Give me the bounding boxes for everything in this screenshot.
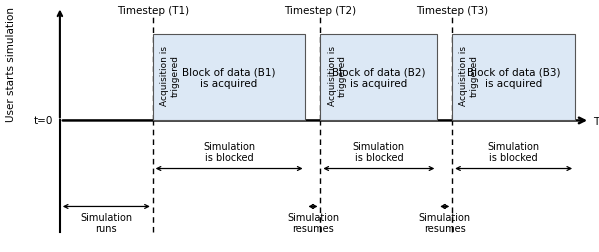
Text: t=0: t=0 <box>34 116 53 126</box>
Text: Simulation
is blocked: Simulation is blocked <box>488 141 540 163</box>
Bar <box>452 35 575 121</box>
Text: Acquisition is
triggered: Acquisition is triggered <box>459 46 479 106</box>
Text: User starts simulation: User starts simulation <box>6 7 16 121</box>
Text: Acquisition is
triggered: Acquisition is triggered <box>160 46 179 106</box>
Text: Time (t): Time (t) <box>593 116 599 126</box>
Text: Timestep (T3): Timestep (T3) <box>416 6 488 16</box>
Text: Simulation
runs: Simulation runs <box>80 212 132 233</box>
Bar <box>153 35 305 121</box>
Text: Simulation
resumes: Simulation resumes <box>287 212 339 233</box>
Text: Timestep (T1): Timestep (T1) <box>117 6 189 16</box>
Text: Block of data (B2)
is acquired: Block of data (B2) is acquired <box>332 67 426 89</box>
Text: Simulation
is blocked: Simulation is blocked <box>203 141 255 163</box>
Text: Timestep (T2): Timestep (T2) <box>285 6 356 16</box>
Text: Acquisition is
triggered: Acquisition is triggered <box>328 46 347 106</box>
Text: Simulation
resumes: Simulation resumes <box>419 212 471 233</box>
Text: Simulation
is blocked: Simulation is blocked <box>353 141 405 163</box>
Text: Block of data (B3)
is acquired: Block of data (B3) is acquired <box>467 67 561 89</box>
Text: Block of data (B1)
is acquired: Block of data (B1) is acquired <box>182 67 276 89</box>
Bar <box>320 35 437 121</box>
